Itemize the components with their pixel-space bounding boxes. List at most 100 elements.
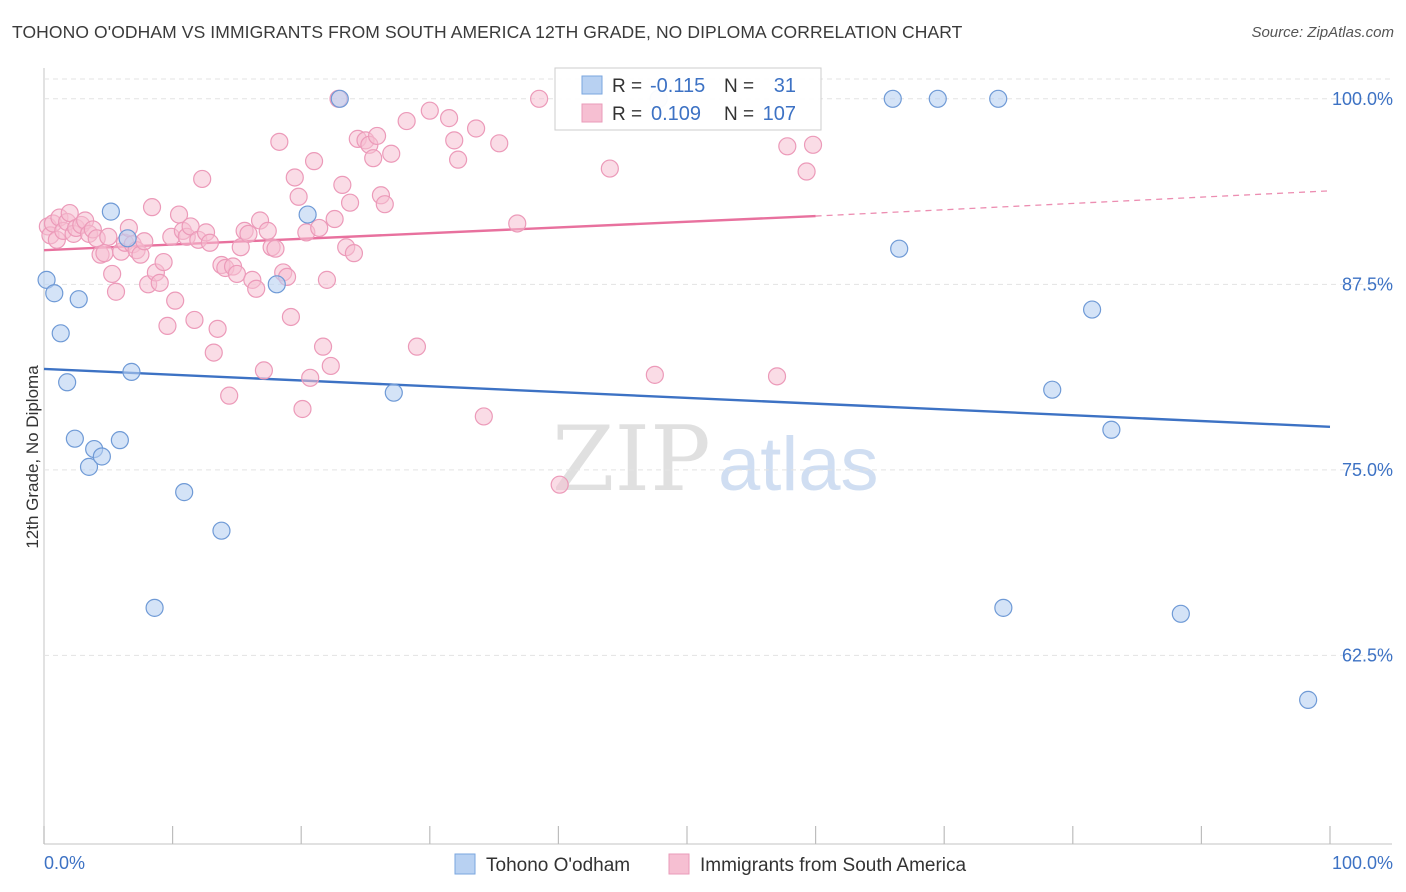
point-tohono [122, 362, 141, 381]
point-immigrants [204, 343, 223, 362]
point-immigrants [293, 399, 312, 419]
point-immigrants [645, 365, 664, 384]
point-immigrants [289, 187, 308, 206]
point-immigrants [778, 137, 797, 156]
legend-r-label-1: R = [612, 76, 642, 97]
point-immigrants [448, 150, 468, 169]
point-immigrants [181, 217, 200, 236]
y-tick-label: 75.0% [1342, 460, 1393, 480]
point-immigrants [367, 126, 387, 146]
point-immigrants [474, 407, 493, 426]
watermark-atlas: atlas [718, 422, 879, 507]
point-immigrants [106, 282, 126, 301]
point-immigrants [208, 319, 227, 338]
point-tohono [1171, 604, 1190, 623]
point-immigrants [550, 475, 569, 494]
point-immigrants [310, 218, 329, 238]
chart-title: TOHONO O'ODHAM VS IMMIGRANTS FROM SOUTH … [12, 22, 963, 42]
point-immigrants [420, 101, 439, 120]
legend-n-value-2: 107 [763, 103, 796, 125]
trend-line-immigrants-extension [815, 190, 1331, 217]
point-immigrants [135, 232, 154, 251]
point-tohono [212, 521, 231, 540]
point-immigrants [340, 193, 360, 212]
point-immigrants [258, 221, 277, 240]
point-tohono [118, 229, 137, 248]
point-tohono [890, 239, 909, 258]
x-tick-label-0: 0.0% [44, 853, 85, 873]
point-immigrants [397, 111, 416, 131]
point-tohono [298, 205, 317, 224]
point-tohono [928, 89, 947, 108]
legend-r-label-2: R = [612, 104, 642, 125]
legend-box: R = -0.115 N = 31 R = 0.109 N = 107 [554, 67, 822, 131]
source-label: Source: ZipAtlas.com [1251, 24, 1394, 41]
point-tohono [69, 290, 88, 309]
point-immigrants [508, 214, 527, 233]
point-immigrants [333, 175, 352, 194]
point-tohono [45, 284, 64, 303]
y-tick-labels: 100.0% 87.5% 75.0% 62.5% [1332, 89, 1393, 666]
point-immigrants [254, 361, 274, 380]
point-tohono [1299, 690, 1318, 709]
bottom-legend-swatch-pink [668, 853, 690, 875]
point-immigrants [227, 264, 246, 284]
point-immigrants [375, 195, 394, 214]
point-immigrants [239, 224, 258, 243]
y-tick-label: 87.5% [1342, 274, 1393, 294]
point-immigrants [158, 316, 177, 335]
point-immigrants [103, 264, 122, 284]
legend-n-value-1: 31 [774, 75, 796, 97]
legend-r-value-1: -0.115 [650, 75, 705, 97]
point-immigrants [185, 310, 204, 330]
point-immigrants [99, 227, 118, 246]
y-tick-label: 62.5% [1342, 645, 1393, 665]
point-tohono [267, 275, 286, 294]
point-immigrants [193, 169, 212, 189]
point-immigrants [490, 134, 509, 153]
point-tohono [330, 89, 349, 108]
point-tohono [175, 483, 194, 502]
point-immigrants [266, 239, 285, 258]
point-immigrants [344, 244, 364, 263]
point-immigrants [313, 337, 333, 356]
point-immigrants [767, 367, 787, 386]
point-tohono [883, 89, 902, 108]
bottom-legend-label-1: Tohono O'odham [486, 855, 630, 876]
trend-line-immigrants [43, 214, 816, 252]
point-immigrants [445, 131, 464, 150]
point-tohono [110, 431, 129, 450]
point-tohono [994, 598, 1013, 617]
point-immigrants [803, 135, 823, 154]
x-ticks [43, 826, 1331, 844]
bottom-legend-swatch-blue [454, 853, 476, 875]
point-tohono [65, 429, 84, 448]
x-tick-label-100: 100.0% [1332, 853, 1393, 873]
trend-line-tohono [43, 367, 1331, 429]
point-immigrants [142, 198, 162, 217]
point-immigrants [154, 252, 173, 272]
point-immigrants [285, 168, 304, 187]
point-immigrants [200, 233, 219, 252]
point-immigrants [304, 152, 324, 171]
point-tohono [989, 89, 1008, 108]
point-immigrants [325, 209, 344, 229]
watermark-zip: ZIP [552, 407, 711, 512]
point-immigrants [166, 291, 185, 310]
point-tohono [1082, 300, 1102, 319]
legend-swatch-pink [581, 103, 603, 123]
point-tohono [101, 202, 120, 221]
y-axis-title: 12th Grade, No Diploma [23, 365, 42, 549]
y-tick-label: 100.0% [1332, 89, 1393, 109]
point-immigrants [797, 162, 816, 181]
point-tohono [58, 373, 77, 392]
point-tohono [79, 457, 99, 476]
point-tohono [384, 383, 403, 402]
points-tohono-oodham [37, 89, 1318, 709]
point-tohono [92, 447, 111, 466]
point-tohono [1102, 420, 1121, 439]
point-immigrants [220, 386, 239, 405]
point-tohono [37, 270, 56, 289]
point-immigrants [321, 356, 340, 376]
